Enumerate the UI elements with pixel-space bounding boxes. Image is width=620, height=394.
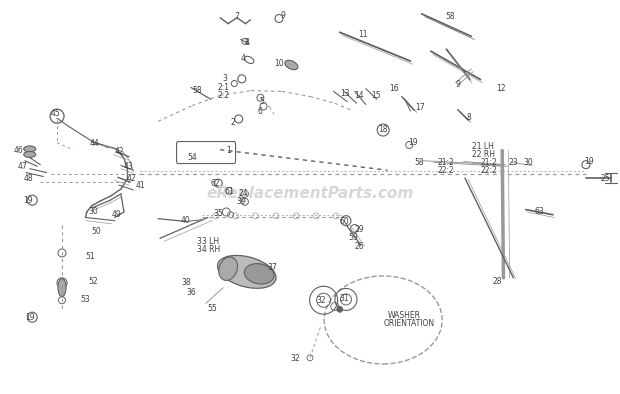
Text: 60: 60	[340, 217, 350, 226]
Text: 22 RH: 22 RH	[472, 150, 495, 159]
Text: 21 LH: 21 LH	[472, 142, 494, 151]
Text: 48: 48	[24, 174, 33, 182]
Text: 53: 53	[81, 295, 91, 304]
Text: 24: 24	[239, 190, 249, 198]
Text: 7: 7	[234, 12, 239, 21]
Text: 19: 19	[24, 196, 33, 204]
Text: 19: 19	[408, 138, 418, 147]
Text: 40: 40	[181, 216, 191, 225]
Text: ORIENTATION: ORIENTATION	[383, 320, 434, 328]
Text: 9: 9	[280, 11, 285, 20]
Text: 54: 54	[187, 153, 197, 162]
Text: 43: 43	[124, 162, 134, 171]
Text: 58: 58	[414, 158, 424, 167]
Text: 37: 37	[268, 263, 278, 271]
Ellipse shape	[244, 264, 274, 284]
Ellipse shape	[285, 60, 298, 70]
Text: 19: 19	[25, 313, 35, 322]
Text: WASHER: WASHER	[388, 312, 420, 320]
Text: 47: 47	[17, 162, 27, 171]
Text: 44: 44	[90, 139, 100, 148]
Text: 51: 51	[86, 253, 95, 261]
Text: 8: 8	[466, 113, 471, 122]
Text: 35: 35	[214, 209, 224, 218]
Text: 30: 30	[524, 158, 534, 167]
Text: 6: 6	[258, 107, 263, 115]
Text: 42: 42	[127, 174, 137, 182]
Text: 61: 61	[224, 187, 234, 195]
Text: 15: 15	[371, 91, 381, 100]
Text: 58: 58	[192, 86, 202, 95]
Text: 11: 11	[358, 30, 368, 39]
Text: 50: 50	[92, 227, 102, 236]
Text: 5: 5	[259, 97, 264, 106]
Ellipse shape	[218, 255, 276, 288]
Text: 59: 59	[348, 233, 358, 242]
Ellipse shape	[219, 257, 237, 281]
Text: 55: 55	[208, 304, 218, 312]
Ellipse shape	[24, 151, 36, 158]
Text: 52: 52	[88, 277, 98, 286]
Text: 2: 2	[230, 118, 235, 126]
Text: 32: 32	[290, 354, 300, 363]
Text: 30: 30	[88, 208, 98, 216]
Text: 18: 18	[378, 125, 388, 134]
Text: 34 RH: 34 RH	[197, 245, 221, 253]
Text: 45: 45	[51, 109, 61, 118]
Text: 2:2: 2:2	[217, 91, 229, 100]
Text: 21:2: 21:2	[480, 158, 497, 167]
Text: 28: 28	[493, 277, 502, 286]
Text: 41: 41	[135, 182, 145, 190]
Text: 62: 62	[211, 179, 221, 188]
Text: 32: 32	[316, 296, 326, 305]
Text: 2:1: 2:1	[217, 83, 229, 92]
Ellipse shape	[24, 146, 36, 152]
Text: 22:2: 22:2	[480, 166, 497, 175]
Ellipse shape	[58, 279, 66, 297]
Text: 19: 19	[584, 157, 594, 166]
Text: 4: 4	[241, 54, 246, 63]
Text: 13: 13	[340, 89, 350, 98]
Text: 36: 36	[186, 288, 196, 297]
Text: 12: 12	[496, 84, 505, 93]
Text: 23: 23	[508, 158, 518, 167]
Text: 21:2: 21:2	[437, 158, 454, 167]
Text: 63: 63	[534, 208, 544, 216]
Text: 46: 46	[14, 146, 24, 155]
Text: 3: 3	[222, 74, 227, 83]
Text: 22:2: 22:2	[437, 166, 454, 175]
Text: 33 LH: 33 LH	[197, 237, 219, 245]
Text: 42: 42	[115, 147, 125, 156]
Text: 31: 31	[340, 294, 350, 303]
Text: 17: 17	[415, 103, 425, 112]
Text: 8: 8	[244, 38, 249, 46]
Text: 29: 29	[355, 225, 365, 234]
Text: 49: 49	[112, 210, 122, 219]
Circle shape	[337, 306, 343, 312]
Text: 1: 1	[226, 146, 231, 155]
Text: 26: 26	[355, 242, 365, 251]
Text: 9: 9	[456, 80, 461, 89]
Text: 58: 58	[445, 12, 455, 21]
Text: 25: 25	[600, 174, 610, 182]
Text: 38: 38	[181, 279, 191, 287]
Text: 14: 14	[355, 91, 365, 100]
Text: 10: 10	[274, 59, 284, 68]
Text: 16: 16	[389, 84, 399, 93]
Text: 39: 39	[237, 197, 247, 206]
Text: eReplacementParts.com: eReplacementParts.com	[206, 186, 414, 201]
